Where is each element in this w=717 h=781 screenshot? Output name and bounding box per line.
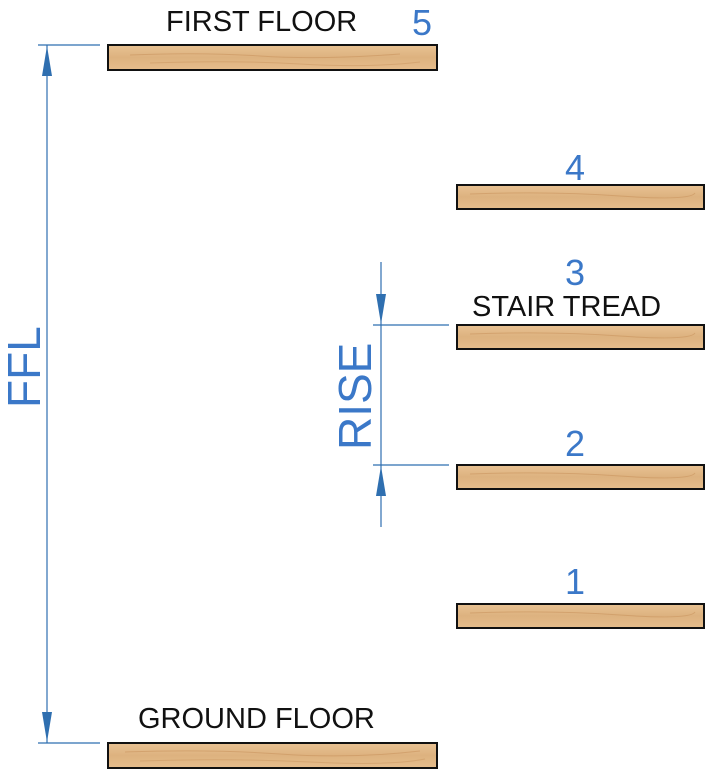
stair-tread-label: STAIR TREAD	[472, 291, 661, 323]
rise-label: RISE	[329, 343, 381, 450]
ffl-dimension	[38, 44, 100, 744]
ground-floor-slab	[107, 742, 438, 769]
stair-tread-4	[456, 184, 705, 210]
step-number-1: 1	[565, 561, 585, 602]
step-number-2: 2	[565, 423, 585, 464]
ffl-label: FFL	[0, 326, 50, 408]
stair-tread-3	[456, 324, 705, 350]
ffl-arrow-bottom	[42, 712, 52, 742]
stair-tread-1	[456, 603, 705, 629]
rise-dimension	[373, 262, 449, 527]
rise-arrow-top	[376, 294, 386, 324]
step-number-5: 5	[412, 2, 432, 43]
first-floor-slab	[107, 44, 438, 71]
step-number-3: 3	[565, 252, 585, 293]
stair-tread-2	[456, 464, 705, 490]
ground-floor-label: GROUND FLOOR	[138, 703, 375, 735]
first-floor-label: FIRST FLOOR	[166, 6, 357, 38]
ffl-arrow-top	[42, 46, 52, 76]
rise-arrow-bottom	[376, 466, 386, 496]
step-number-4: 4	[565, 147, 585, 188]
